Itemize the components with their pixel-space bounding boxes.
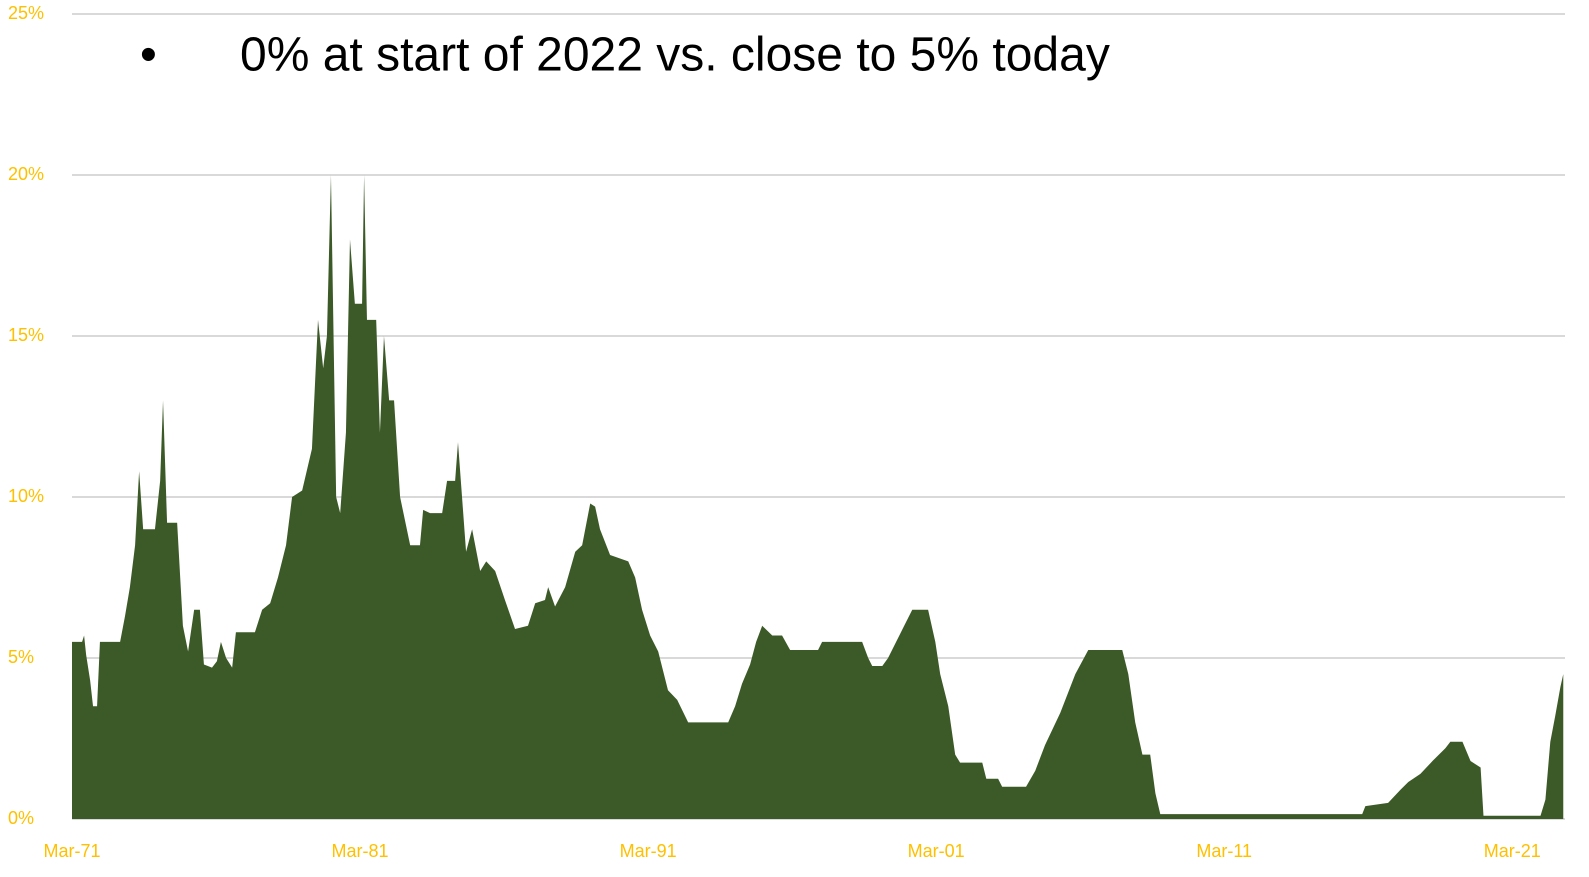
x-tick-label: Mar-11 [1196, 841, 1252, 861]
y-tick-label: 15% [8, 325, 44, 345]
x-tick-label: Mar-01 [908, 841, 965, 861]
x-tick-label: Mar-71 [43, 841, 100, 861]
x-tick-label: Mar-91 [620, 841, 677, 861]
y-tick-label: 25% [8, 3, 44, 23]
chart-title: 0% at start of 2022 vs. close to 5% toda… [240, 29, 1110, 82]
y-tick-label: 20% [8, 164, 44, 184]
y-tick-label: 10% [8, 486, 44, 506]
bullet: • [140, 29, 157, 82]
area [72, 175, 1564, 819]
x-tick-label: Mar-21 [1484, 841, 1541, 861]
x-tick-label: Mar-81 [332, 841, 389, 861]
y-tick-label: 0% [8, 808, 34, 828]
y-tick-label: 5% [8, 647, 34, 667]
